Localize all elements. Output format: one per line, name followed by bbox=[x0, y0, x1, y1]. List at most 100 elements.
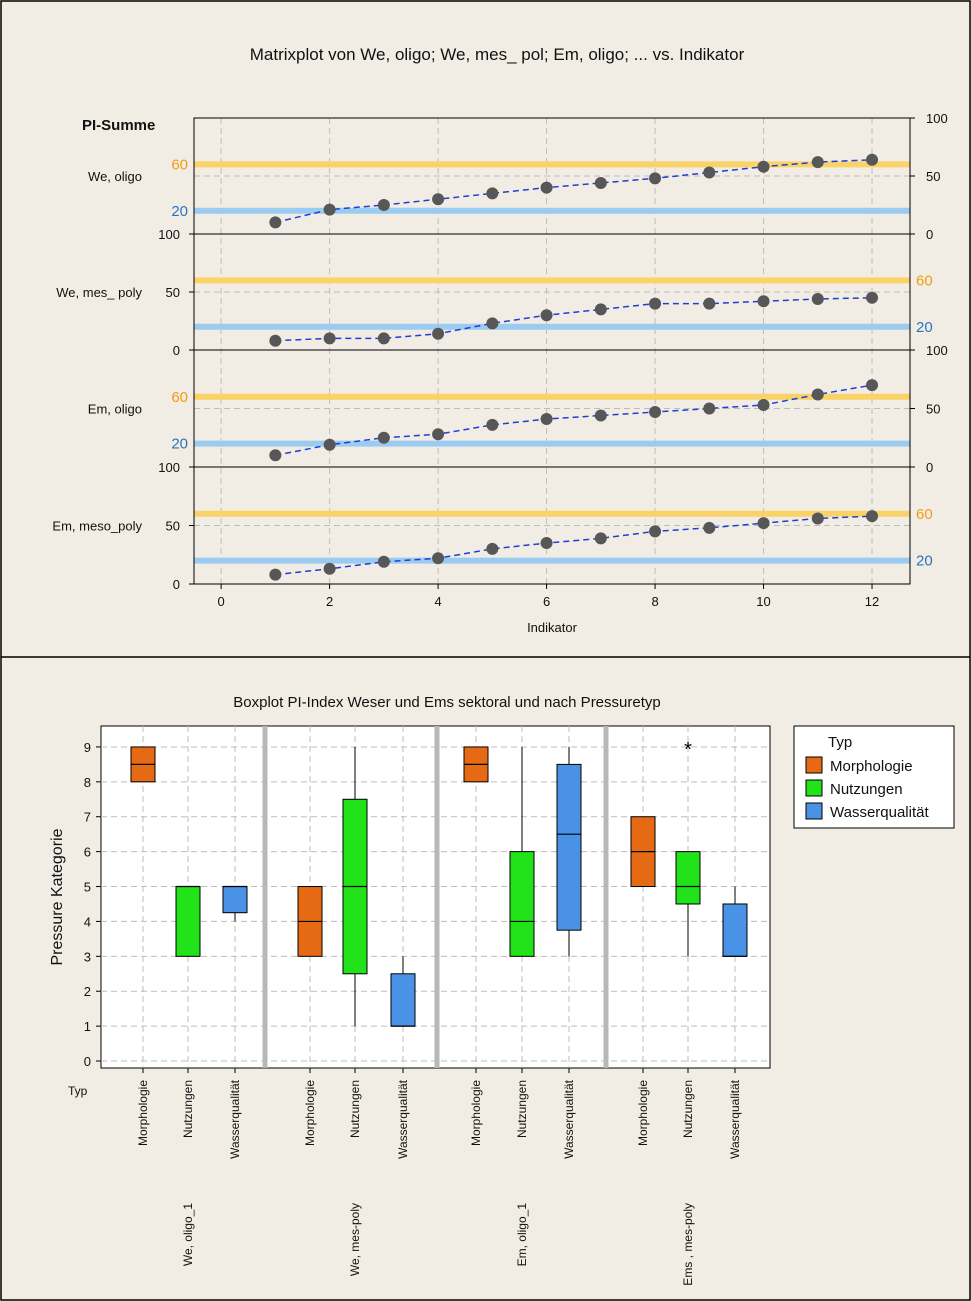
data-point bbox=[866, 510, 879, 523]
data-point bbox=[377, 332, 390, 345]
x-type-label: Wasserqualität bbox=[562, 1079, 576, 1159]
matrixplot-series bbox=[269, 153, 879, 581]
data-point bbox=[269, 334, 282, 347]
data-point bbox=[269, 568, 282, 581]
x-type-label: Morphologie bbox=[469, 1080, 483, 1146]
series-label: Em, oligo bbox=[88, 402, 142, 417]
data-point bbox=[594, 532, 607, 545]
x-tick-label: 6 bbox=[543, 594, 550, 609]
data-point bbox=[269, 216, 282, 229]
data-point bbox=[269, 449, 282, 462]
box bbox=[556, 763, 582, 931]
boxplot-y-axis-label: Pressure Kategorie bbox=[49, 828, 66, 965]
boxplot-title: Boxplot PI-Index Weser und Ems sektoral … bbox=[233, 694, 660, 711]
y-tick-label: 4 bbox=[84, 914, 91, 929]
data-point bbox=[323, 438, 336, 451]
y-tick-label: 0 bbox=[84, 1054, 91, 1069]
series-label: Em, meso_poly bbox=[52, 519, 142, 534]
series-label: We, mes_ poly bbox=[56, 285, 142, 300]
legend-swatch-nutzungen bbox=[805, 779, 823, 797]
y-tick-label: 50 bbox=[926, 169, 940, 184]
data-point bbox=[323, 562, 336, 575]
data-point bbox=[757, 295, 770, 308]
data-point bbox=[757, 398, 770, 411]
data-point bbox=[377, 555, 390, 568]
data-point bbox=[377, 431, 390, 444]
panel-frame bbox=[193, 466, 911, 585]
threshold-label: 20 bbox=[171, 436, 188, 453]
legend-label-morphologie: Morphologie bbox=[830, 758, 913, 775]
x-type-label: Wasserqualität bbox=[228, 1079, 242, 1159]
threshold-label: 60 bbox=[171, 389, 188, 406]
x-group-label: Em, oligo_1 bbox=[515, 1203, 529, 1267]
y-tick-label: 2 bbox=[84, 984, 91, 999]
data-point bbox=[540, 309, 553, 322]
data-point bbox=[432, 428, 445, 441]
data-point bbox=[811, 292, 824, 305]
x-tick-label: 12 bbox=[865, 594, 879, 609]
data-point bbox=[866, 291, 879, 304]
box bbox=[509, 851, 535, 957]
data-point bbox=[649, 172, 662, 185]
matrixplot-title: Matrixplot von We, oligo; We, mes_ pol; … bbox=[250, 45, 745, 64]
data-point bbox=[703, 521, 716, 534]
y-tick-label: 100 bbox=[158, 460, 180, 475]
x-type-label: Nutzungen bbox=[348, 1080, 362, 1138]
data-point bbox=[757, 517, 770, 530]
y-tick-label: 8 bbox=[84, 775, 91, 790]
x-group-label: We, mes-poly bbox=[348, 1203, 362, 1276]
x-tick-label: 2 bbox=[326, 594, 333, 609]
box bbox=[675, 851, 701, 905]
box bbox=[175, 886, 201, 957]
data-point bbox=[811, 388, 824, 401]
data-point bbox=[866, 379, 879, 392]
data-point bbox=[703, 166, 716, 179]
data-point bbox=[594, 303, 607, 316]
panel-frame bbox=[193, 117, 911, 235]
data-point bbox=[594, 409, 607, 422]
legend-swatch-wasserqualitaet bbox=[805, 802, 823, 820]
x-type-label: Nutzungen bbox=[515, 1080, 529, 1138]
data-point bbox=[486, 418, 499, 431]
data-point bbox=[649, 525, 662, 538]
series-line bbox=[275, 384, 873, 457]
data-point bbox=[486, 187, 499, 200]
data-point bbox=[594, 176, 607, 189]
legend-swatch-morphologie bbox=[805, 756, 823, 774]
data-point bbox=[486, 317, 499, 330]
y-tick-label: 9 bbox=[84, 740, 91, 755]
matrixplot-axes: 0 2 4 6 8 10 12 We, oligo 0 50 100 We, mes_ poly 0 50… bbox=[52, 111, 947, 609]
matrixplot: Matrixplot von We, oligo; We, mes_ pol; … bbox=[52, 45, 947, 635]
series-label: We, oligo bbox=[88, 169, 142, 184]
matrixplot-thresholds: 60 20 60 20 60 20 60 20 bbox=[171, 156, 932, 569]
data-point bbox=[811, 512, 824, 525]
series-line bbox=[275, 159, 873, 224]
x-type-label: Wasserqualität bbox=[396, 1079, 410, 1159]
x-tick-label: 4 bbox=[434, 594, 441, 609]
x-type-label: Morphologie bbox=[136, 1080, 150, 1146]
panel-frame bbox=[193, 233, 911, 351]
data-point bbox=[649, 406, 662, 419]
x-type-label: Morphologie bbox=[303, 1080, 317, 1146]
y-tick-label: 100 bbox=[926, 111, 948, 126]
data-point bbox=[323, 332, 336, 345]
threshold-label: 60 bbox=[171, 156, 188, 173]
data-point bbox=[649, 297, 662, 310]
x-type-label: Morphologie bbox=[636, 1080, 650, 1146]
legend-title: Typ bbox=[828, 734, 852, 751]
outlier-marker: * bbox=[684, 739, 692, 761]
y-tick-label: 0 bbox=[926, 460, 933, 475]
x-group-label: Ems , mes-poly bbox=[681, 1203, 695, 1286]
y-tick-label: 100 bbox=[158, 227, 180, 242]
data-point bbox=[540, 537, 553, 550]
box bbox=[722, 903, 748, 957]
boxplot-axes: 0 1 2 3 4 5 6 7 8 9 Morphologie Nutzungen Wasserqual… bbox=[84, 740, 742, 1286]
threshold-label: 20 bbox=[916, 319, 933, 336]
pi-summe-label: PI-Summe bbox=[82, 117, 155, 134]
y-tick-label: 0 bbox=[173, 577, 180, 592]
threshold-label: 20 bbox=[916, 553, 933, 570]
x-type-label: Nutzungen bbox=[681, 1080, 695, 1138]
data-point bbox=[866, 153, 879, 166]
data-point bbox=[703, 297, 716, 310]
data-point bbox=[432, 327, 445, 340]
